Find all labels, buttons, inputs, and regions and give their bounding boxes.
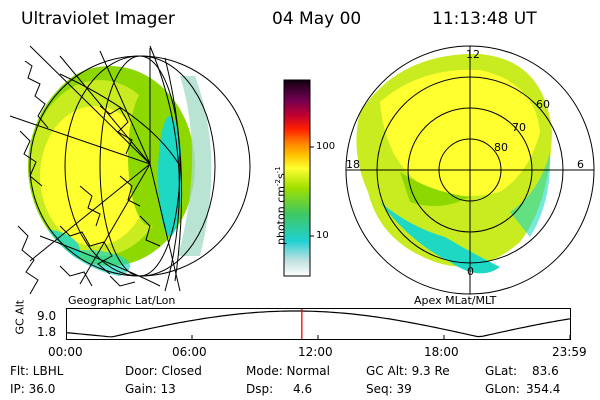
apex-caption: Apex MLat/MLT (414, 294, 497, 307)
mlt-label-18: 18 (346, 158, 360, 171)
colorbar-tick-10: 10 (316, 230, 329, 241)
mlt-label-12: 12 (466, 48, 480, 61)
colorbar-tick-100: 100 (316, 141, 336, 152)
time-tick-0000: 00:00 (48, 345, 83, 359)
time-tick-0600: 06:00 (172, 345, 207, 359)
geographic-image (9, 45, 252, 295)
altitude-axis-label: GC Alt (13, 299, 27, 335)
time-label: 11:13:48 UT (432, 9, 537, 29)
mlt-label-6: 6 (577, 158, 584, 171)
mlt-label-0: 0 (467, 265, 474, 278)
altitude-plot (66, 308, 571, 340)
glat-label: GLat: (485, 364, 518, 378)
glat-value: 83.6 (532, 364, 559, 378)
gain-value: Gain: 13 (125, 382, 176, 396)
colorbar-unit-label: photon cm-2s-1 (274, 166, 288, 245)
time-tick-2359: 23:59 (552, 345, 587, 359)
date-label: 04 May 00 (272, 9, 362, 29)
glon-value: 354.4 (526, 382, 561, 396)
geographic-caption: Geographic Lat/Lon (68, 294, 176, 307)
glon-label: GLon: (485, 382, 520, 396)
lat-label-60: 60 (536, 98, 550, 111)
time-tick-1200: 12:00 (298, 345, 333, 359)
mode-value: Mode: Normal (246, 364, 330, 378)
alt-tick-1-8: 1.8 (37, 325, 57, 339)
dsp-label: Dsp: (246, 382, 274, 396)
seq-value: Seq: 39 (366, 382, 412, 396)
gc-alt-value: GC Alt: 9.3 Re (366, 364, 450, 378)
instrument-title: Ultraviolet Imager (21, 9, 175, 29)
lat-label-70: 70 (512, 121, 526, 134)
colorbar-gradient (283, 79, 314, 277)
dsp-value: 4.6 (293, 382, 313, 396)
filter-value: Flt: LBHL (10, 364, 64, 378)
polar-image (345, 45, 595, 295)
lat-label-80: 80 (494, 141, 508, 154)
alt-tick-9: 9.0 (37, 309, 57, 323)
door-value: Door: Closed (125, 364, 202, 378)
ip-value: IP: 36.0 (10, 382, 56, 396)
colorbar (262, 70, 314, 285)
time-tick-1800: 18:00 (424, 345, 459, 359)
